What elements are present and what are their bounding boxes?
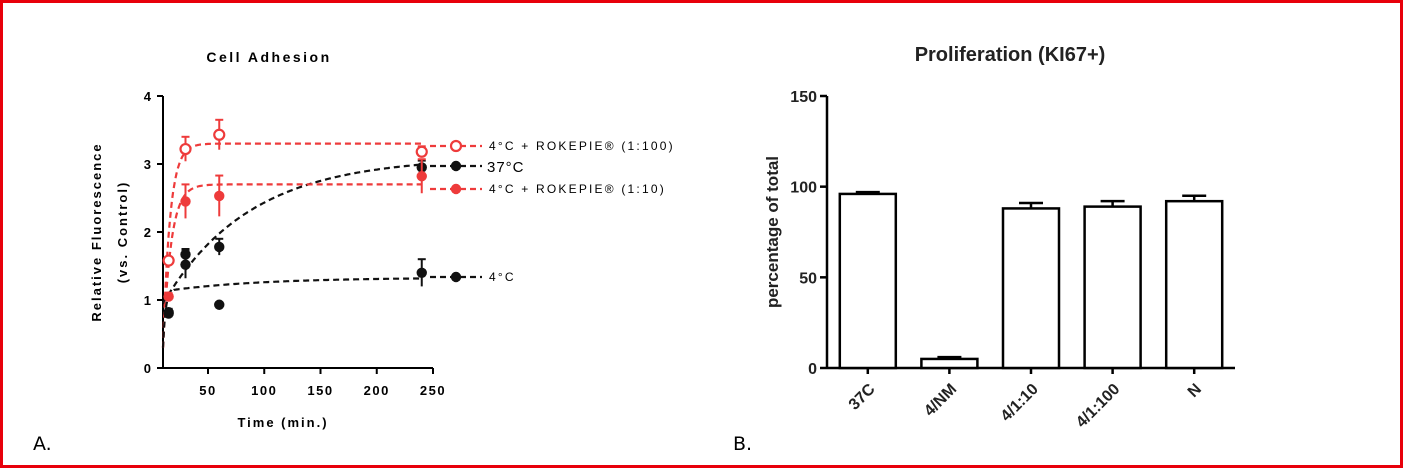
chart-a-data-point bbox=[163, 308, 174, 319]
legend-marker bbox=[450, 271, 462, 283]
bar bbox=[1164, 199, 1224, 370]
chart-a-x-tick-label: 200 bbox=[364, 383, 390, 398]
chart-a-fit-curve bbox=[161, 277, 422, 348]
chart-a-data-point bbox=[180, 249, 191, 260]
legend-marker bbox=[450, 160, 462, 172]
bar bbox=[1083, 205, 1142, 370]
legend-label: 37°C bbox=[487, 159, 525, 176]
chart-a-data-point bbox=[180, 259, 191, 270]
chart-a-fit-curve bbox=[161, 183, 422, 348]
chart-a-y-tick-label: 0 bbox=[144, 361, 151, 376]
chart-b-category-label: 37C bbox=[846, 380, 879, 413]
chart-a-x-tick-label: 100 bbox=[251, 383, 277, 398]
chart-b-category-label: N bbox=[1185, 381, 1205, 401]
legend-marker bbox=[450, 183, 462, 195]
chart-a-data-point bbox=[214, 299, 225, 310]
chart-a-title: Cell Adhesion bbox=[206, 49, 331, 65]
chart-b-category-label: 4/1:100 bbox=[1073, 381, 1123, 431]
proliferation-chart: Proliferation (KI67+) percentage of tota… bbox=[763, 44, 1235, 431]
chart-a-data-point bbox=[162, 254, 175, 267]
chart-a-data-point bbox=[214, 190, 225, 202]
chart-a-xlabel: Time (min.) bbox=[237, 415, 328, 430]
chart-a-fit-curve bbox=[162, 163, 422, 304]
chart-a-data-point bbox=[415, 145, 428, 158]
chart-a-data-point bbox=[416, 267, 427, 278]
chart-a-data-point bbox=[214, 241, 225, 253]
cell-adhesion-chart: Cell Adhesion Relative Fluorescence (vs.… bbox=[89, 49, 675, 430]
chart-b-y-tick-label: 50 bbox=[799, 270, 817, 287]
chart-a-y-tick-label: 4 bbox=[144, 89, 152, 104]
chart-a-data-point bbox=[179, 142, 192, 156]
chart-b-ylabel: percentage of total bbox=[763, 156, 782, 308]
chart-a-fit-curve bbox=[161, 142, 422, 348]
legend-label: 4°C + ROKEPIE® (1:10) bbox=[489, 182, 666, 196]
bar bbox=[838, 192, 898, 370]
chart-b-category-label: 4/NM bbox=[921, 381, 960, 420]
bar bbox=[920, 357, 979, 370]
chart-a-data-point bbox=[163, 291, 174, 302]
legend-label: 4°C + ROKEPIE® (1:100) bbox=[489, 139, 675, 153]
chart-a-y-tick-label: 3 bbox=[144, 157, 151, 172]
chart-b-title: Proliferation (KI67+) bbox=[915, 44, 1106, 66]
chart-a-x-tick-label: 250 bbox=[420, 383, 446, 398]
panel-label-a: A. bbox=[33, 433, 52, 455]
chart-a-ylabel-line2: (vs. Control) bbox=[115, 181, 130, 284]
chart-b-y-tick-label: 0 bbox=[808, 361, 817, 378]
chart-a-ylabel-line1: Relative Fluorescence bbox=[89, 142, 104, 321]
chart-a-y-tick-label: 2 bbox=[144, 225, 151, 240]
chart-b-category-label: 4/1:10 bbox=[998, 381, 1042, 425]
chart-b-y-tick-label: 100 bbox=[790, 180, 817, 197]
bar bbox=[1001, 207, 1061, 370]
chart-a-x-tick-label: 50 bbox=[199, 383, 216, 398]
chart-a-data-point bbox=[213, 128, 226, 141]
chart-a-y-tick-label: 1 bbox=[144, 293, 151, 308]
chart-a-data-point bbox=[416, 171, 427, 182]
panel-label-b: B. bbox=[733, 433, 753, 455]
legend-marker bbox=[449, 139, 463, 153]
chart-b-y-tick-label: 150 bbox=[790, 89, 817, 106]
legend-label: 4°C bbox=[489, 270, 516, 284]
chart-a-x-tick-label: 150 bbox=[307, 383, 333, 398]
chart-a-data-point bbox=[180, 196, 191, 207]
